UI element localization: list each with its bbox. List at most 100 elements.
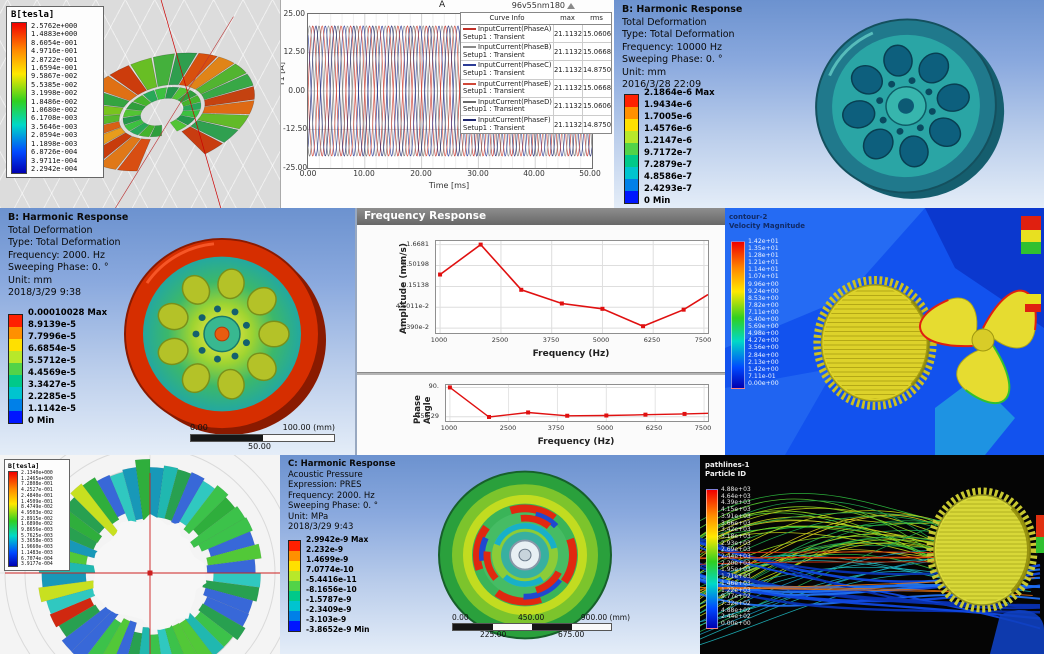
pathlines-legend-header-line: pathlines-1 <box>705 461 750 469</box>
legend-value: 6.40e+00 <box>748 316 779 324</box>
panel-acoustic-pressure: C: Harmonic Response Acoustic Pressure Exp… <box>280 455 700 654</box>
contour-legend-header: contour-2 Velocity Magnitude <box>729 213 805 230</box>
curve-legend-row: InputCurrent(PhaseE) Setup1 : Transient … <box>461 79 611 98</box>
curve-color-sample <box>463 100 476 103</box>
colorbar <box>11 22 27 174</box>
ruler-label: 450.00 <box>518 613 545 622</box>
x-tick: 10.00 <box>353 169 375 178</box>
result-info-line: Frequency: 10000 Hz <box>622 41 722 53</box>
x-tick: 2500 <box>499 424 517 432</box>
curve-max: 21.1132 <box>553 79 582 97</box>
deformation-legend: 2.1864e-6 Max 1.9434e-6 1.7005e-6 1.4576e-6… <box>624 88 715 208</box>
field-legend: B[tesla] 2.1340e+000 1.2465e+000 7.2808e-0… <box>4 459 70 571</box>
legend-value: 2.0594e-003 <box>31 131 78 140</box>
curve-color-sample <box>463 64 476 67</box>
legend-value: 1.2465e+000 <box>21 476 53 482</box>
legend-value: 8.9139e-5 <box>28 320 77 330</box>
result-info-line: B: Harmonic Response <box>8 212 129 223</box>
legend-value: -2.3409e-9 <box>306 605 352 614</box>
contour-legend-header-line: Velocity Magnitude <box>729 221 806 230</box>
pathlines-legend-header-line: Particle ID <box>705 469 747 478</box>
legend-value: 2.4840e-001 <box>21 493 53 499</box>
legend-value: 7.32e+02 <box>721 599 751 607</box>
ruler-label: 0.00 <box>452 613 469 622</box>
legend-value: 2.93e+03 <box>721 539 751 547</box>
y-tick: -150.29 <box>413 412 439 420</box>
legend-value: 6.8726e-004 <box>31 148 78 157</box>
legend-value: 5.5712e-5 <box>28 356 77 366</box>
legend-value: 4.64e+03 <box>721 492 751 500</box>
amplitude-plot-area[interactable] <box>435 240 709 334</box>
curve-color-sample <box>463 46 476 49</box>
legend-value: 2.5762e+000 <box>31 22 78 30</box>
legend-value: 0.00e+00 <box>748 379 779 387</box>
scale-ruler: 0.00 450.00 900.00 (mm) 225.00 675.00 <box>452 613 630 639</box>
legend-value: -5.4416e-11 <box>306 575 357 584</box>
legend-value: 7.11e-01 <box>748 372 776 380</box>
legend-value: 0.00e+00 <box>721 620 751 628</box>
legend-value: 1.46e+03 <box>721 579 751 587</box>
x-tick: 5000 <box>592 336 610 344</box>
ruler-label: 100.00 (mm) <box>282 423 335 432</box>
x-tick: 50.00 <box>579 169 601 178</box>
y-axis-label: Y1 [A] <box>280 62 286 87</box>
x-tick: 30.00 <box>467 169 489 178</box>
legend-value: 4.88e+03 <box>721 486 751 493</box>
plot-divider <box>357 372 727 375</box>
window-title-bar[interactable]: Frequency Response <box>357 208 727 225</box>
phase-plot-area[interactable] <box>445 384 709 422</box>
legend-value: 4.8586e-7 <box>644 172 693 182</box>
panel-velocity-contour: contour-2 Velocity Magnitude 1.42e+01 1.35… <box>725 208 1044 455</box>
panel-harmonic-response-10000hz: B: Harmonic Response Total Deformation Typ… <box>614 0 1044 208</box>
panel-harmonic-response-2000hz: B: Harmonic Response Total Deformation Typ… <box>0 208 355 455</box>
viewport-3d-flywheel-teal[interactable] <box>614 0 1044 208</box>
result-info-line: 2018/3/29 9:43 <box>288 522 354 532</box>
legend-value: 7.0774e-10 <box>306 565 354 574</box>
curve-rms: 14.8750 <box>582 115 611 134</box>
legend-value: 3.18e+03 <box>721 532 751 540</box>
result-info-text: B: Harmonic Response Total Deformation Typ… <box>622 4 742 92</box>
legend-value: 5.7625e-003 <box>21 533 53 539</box>
result-info-line: B: Harmonic Response <box>622 4 743 15</box>
result-info-line: Unit: mm <box>8 274 53 286</box>
curve-color-sample <box>463 28 476 30</box>
legend-value: 2.1864e-6 Max <box>644 88 715 98</box>
legend-col-header: Curve Info <box>489 14 525 22</box>
legend-value: 7.7996e-5 <box>28 332 77 342</box>
legend-value: -1.5787e-9 <box>306 595 352 604</box>
colorbar <box>8 314 23 424</box>
legend-value: 9.5867e-002 <box>31 72 78 81</box>
legend-value: 6.7074e-004 <box>21 556 53 562</box>
legend-value: 1.6594e-001 <box>31 64 78 73</box>
ruler-label: 900.00 (mm) <box>580 613 630 622</box>
contour-legend-header-line: contour-2 <box>729 213 768 221</box>
legend-value: 8.53e+00 <box>748 294 779 302</box>
x-tick: 6250 <box>645 424 663 432</box>
viewport-cfd-contour[interactable] <box>725 208 1044 455</box>
curve-max: 21.1132 <box>553 61 582 79</box>
result-info-line: Frequency: 2000. Hz <box>288 490 375 501</box>
legend-value: 8.4749e-002 <box>21 505 53 511</box>
legend-value: 2.8915e-002 <box>21 516 53 522</box>
y-tick: 1.6681 <box>406 240 429 248</box>
viewport-acoustic-disc[interactable] <box>280 455 700 654</box>
result-info-line: Total Deformation <box>622 16 707 28</box>
legend-value: 2.1340e+000 <box>21 471 53 476</box>
panel-maxwell-torus: B[tesla] 2.5762e+000 1.4883e+000 8.6054e-0… <box>0 0 280 208</box>
curve-setup: Setup1 : Transient <box>463 68 525 77</box>
legend-value: 1.21e+01 <box>748 259 779 267</box>
y-tick: -12.50 <box>283 124 308 133</box>
viewport-cfd-streamlines[interactable] <box>700 455 1044 654</box>
viewport-2d-field-ring[interactable] <box>0 455 280 654</box>
result-info-line: Type: Total Deformation <box>8 237 121 248</box>
viewport-3d-flywheel-red[interactable] <box>0 208 355 455</box>
frequency-axis-label: Frequency (Hz) <box>537 437 615 447</box>
legend-value: 1.42e+00 <box>748 365 779 373</box>
curve-setup: Setup1 : Transient <box>463 105 525 114</box>
legend-value: 1.35e+01 <box>748 245 779 253</box>
plot-corner-label: 96v55nm180 <box>511 1 565 10</box>
curve-legend-row: InputCurrent(PhaseC) Setup1 : Transient … <box>461 61 611 80</box>
legend-value: 2.9942e-9 Max <box>306 535 369 544</box>
legend-value: 0 Min <box>644 196 671 206</box>
legend-value: 2.69e+03 <box>721 546 751 554</box>
